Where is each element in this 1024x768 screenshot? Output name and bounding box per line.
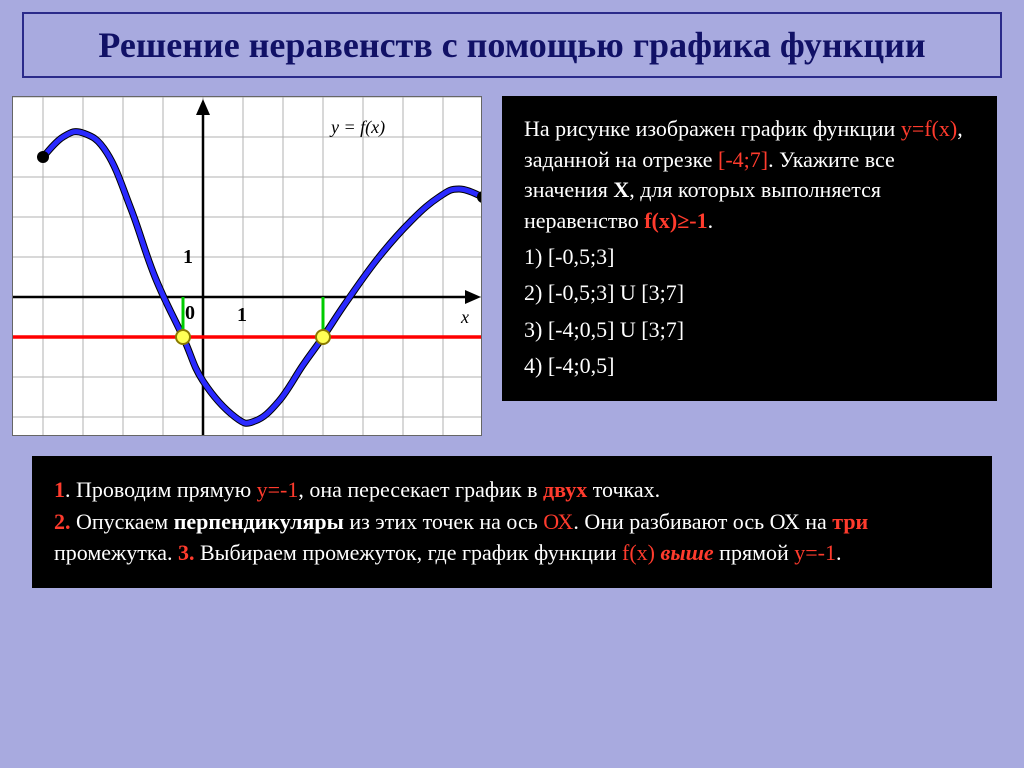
question-text: На рисунке изображен график функции y=f(… [524,114,975,235]
question-box: На рисунке изображен график функции y=f(… [502,96,997,401]
answer-option: 2) [-0,5;3] U [3;7] [524,278,975,308]
answer-option: 3) [-4;0,5] U [3;7] [524,315,975,345]
svg-text:0: 0 [185,302,195,324]
page-title: Решение неравенств с помощью графика фун… [48,24,976,66]
svg-text:1: 1 [183,246,193,268]
svg-text:x: x [460,307,469,327]
svg-text:1: 1 [237,304,247,326]
solution-box: 1. Проводим прямую y=-1, она пересекает … [32,456,992,588]
title-box: Решение неравенств с помощью графика фун… [22,12,1002,78]
answer-option: 4) [-4;0,5] [524,351,975,381]
function-chart: y = f(x) x 0 1 1 [12,96,482,436]
answer-option: 1) [-0,5;3] [524,242,975,272]
svg-text:y = f(x): y = f(x) [329,117,385,138]
main-row: y = f(x) x 0 1 1 На рисунке изображен график… [12,96,1012,436]
solution-text: 1. Проводим прямую y=-1, она пересекает … [54,474,970,568]
